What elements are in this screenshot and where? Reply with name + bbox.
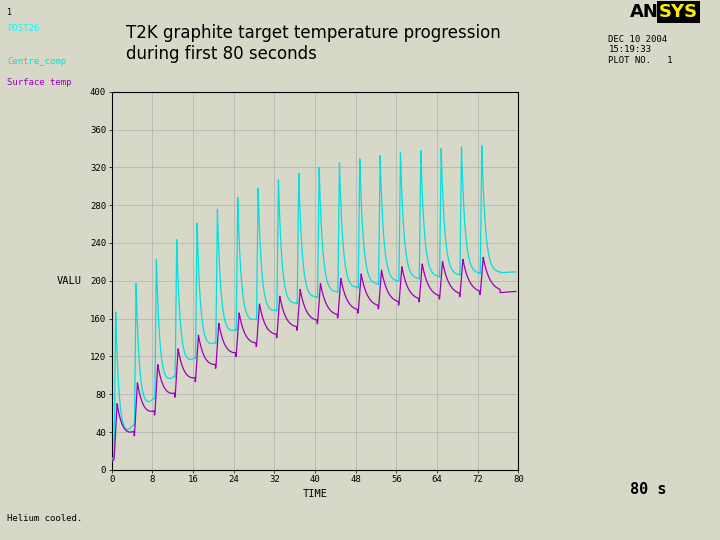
Text: 1: 1 — [7, 8, 12, 17]
Text: Helium cooled.: Helium cooled. — [7, 514, 83, 523]
Text: T2K graphite target temperature progression
during first 80 seconds: T2K graphite target temperature progress… — [126, 24, 500, 63]
X-axis label: TIME: TIME — [302, 489, 328, 498]
Text: SYS: SYS — [659, 3, 698, 21]
Text: 80 s: 80 s — [630, 482, 667, 497]
Text: Centre_comp: Centre_comp — [7, 57, 66, 66]
Text: Surface temp: Surface temp — [7, 78, 72, 87]
Text: POST26: POST26 — [7, 24, 40, 33]
Text: DEC 10 2004
15:19:33
PLOT NO.   1: DEC 10 2004 15:19:33 PLOT NO. 1 — [608, 35, 673, 65]
Text: AN: AN — [630, 3, 659, 21]
Y-axis label: VALU: VALU — [57, 276, 81, 286]
